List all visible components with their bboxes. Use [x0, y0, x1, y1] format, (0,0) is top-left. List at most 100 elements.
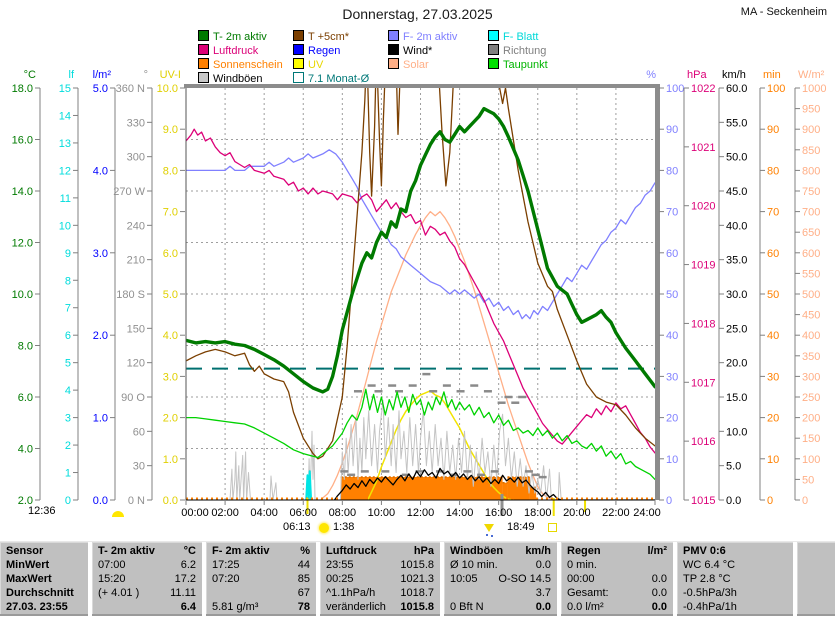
svg-text:55.0: 55.0	[726, 117, 747, 129]
table-row: 00:00 0.0	[567, 573, 667, 585]
svg-text:%: %	[646, 69, 656, 81]
legend-swatch-icon	[388, 44, 399, 55]
legend-swatch-icon	[488, 44, 499, 55]
svg-text:00:00: 00:00	[181, 507, 209, 519]
table-col-windb-en: Windböen km/h Ø 10 min. 0.0 10:05 O-SO 14.5 3.…	[444, 542, 557, 614]
svg-text:02:00: 02:00	[211, 507, 239, 519]
svg-text:2: 2	[65, 440, 71, 452]
legend-swatch-icon	[198, 30, 209, 41]
table-row: Regen l/m²	[567, 545, 667, 557]
svg-text:10.0: 10.0	[726, 426, 747, 438]
legend-swatch-icon	[388, 58, 399, 69]
svg-text:8: 8	[65, 275, 71, 287]
legend-label: Regen	[308, 45, 341, 57]
svg-text:7.0: 7.0	[163, 207, 178, 219]
svg-text:1021: 1021	[691, 142, 715, 154]
sunrise-time-label: 06:13	[283, 521, 311, 533]
svg-text:22:00: 22:00	[602, 507, 630, 519]
table-row: 67	[297, 587, 310, 599]
svg-text:50: 50	[666, 289, 678, 301]
svg-text:4.0: 4.0	[163, 330, 178, 342]
svg-text:240: 240	[127, 220, 145, 232]
table-row: 3.7	[535, 587, 551, 599]
legend-item-richtung: Richtung	[488, 44, 547, 57]
table-col-luftdruck: Luftdruck hPa 23:55 1015.8 00:25 1021.3 ^1.1hP…	[320, 542, 440, 614]
svg-text:210: 210	[127, 255, 145, 267]
table-row: 6.4	[180, 601, 196, 613]
svg-text:6.0: 6.0	[18, 392, 33, 404]
table-row: MaxWert	[6, 573, 52, 585]
svg-text:10.0: 10.0	[12, 289, 33, 301]
series-richtung	[340, 372, 547, 479]
x-axis: 00:00 02:00 04:00 06:00 08:00 10:00 12:00 14:00…	[181, 500, 661, 519]
weather-chart: °C18.016.014.012.010.08.06.04.02.0lf1514…	[12, 69, 827, 519]
svg-text:10:00: 10:00	[368, 507, 396, 519]
svg-text:30.0: 30.0	[726, 289, 747, 301]
axis-right-kmh: km/h 60.0 55.0 50.0 45.0 40.0 35.0 30.0 25.0 20.0…	[718, 69, 747, 507]
legend-label: Richtung	[503, 45, 547, 57]
svg-text:10.0: 10.0	[157, 83, 178, 95]
svg-text:UV-I: UV-I	[160, 69, 181, 81]
square-outline-icon	[548, 523, 557, 532]
svg-text:500: 500	[802, 289, 820, 301]
svg-text:1016: 1016	[691, 436, 715, 448]
svg-text:10: 10	[767, 454, 779, 466]
svg-text:180 S: 180 S	[116, 289, 145, 301]
svg-text:9.0: 9.0	[163, 124, 178, 136]
legend-swatch-icon	[488, 58, 499, 69]
series-f2m	[186, 149, 655, 320]
legend-item-uv: UV	[293, 58, 323, 71]
table-col-f-2m-aktiv: F- 2m aktiv% 17:25 44 07:20 85 67 5.81 g/m³ 78	[206, 542, 316, 614]
svg-text:250: 250	[802, 392, 820, 404]
svg-text:120: 120	[127, 358, 145, 370]
plot-series	[186, 88, 655, 500]
svg-text:l/m²: l/m²	[93, 69, 112, 81]
svg-text:700: 700	[802, 207, 820, 219]
legend-label: Taupunkt	[503, 59, 548, 71]
legend-label: Luftdruck	[213, 45, 259, 57]
svg-text:14:00: 14:00	[446, 507, 474, 519]
series-windboeen	[229, 399, 562, 500]
legend-label: F- Blatt	[503, 31, 539, 43]
page-title: Donnerstag, 27.03.2025	[342, 6, 493, 22]
svg-text:850: 850	[802, 145, 820, 157]
svg-text:2.0: 2.0	[163, 413, 178, 425]
svg-text:06:00: 06:00	[289, 507, 317, 519]
legend-item-7-1-monat-: 7.1 Monat-Ø	[293, 72, 370, 85]
legend-swatch-icon	[293, 30, 304, 41]
svg-text:11: 11	[60, 193, 71, 205]
svg-text:0: 0	[666, 495, 672, 507]
svg-text:3.0: 3.0	[93, 248, 108, 260]
svg-text:300: 300	[802, 371, 820, 383]
legend-swatch-icon	[488, 30, 499, 41]
legend-label: Wind*	[403, 45, 433, 57]
legend-swatch-icon	[198, 44, 209, 55]
svg-text:2.0: 2.0	[18, 495, 33, 507]
svg-text:60: 60	[767, 248, 779, 260]
table-row: 00:25 1021.3	[326, 573, 434, 585]
table-row: MinWert	[6, 559, 50, 571]
svg-text:5.0: 5.0	[93, 83, 108, 95]
table-row: Ø 10 min. 0.0	[450, 559, 551, 571]
svg-text:360 N: 360 N	[116, 83, 145, 95]
table-row: veränderlich 1015.8	[326, 601, 434, 613]
legend-item-taupunkt: Taupunkt	[488, 58, 548, 71]
table-row: 17:25 44	[212, 559, 310, 571]
svg-text:0: 0	[802, 495, 808, 507]
svg-text:350: 350	[802, 351, 820, 363]
svg-text:5.0: 5.0	[163, 289, 178, 301]
svg-text:0: 0	[767, 495, 773, 507]
svg-text:4: 4	[65, 385, 71, 397]
axis-left-uvi: UV-I 10.0 9.0 8.0 7.0 6.0 5.0 4.0 3.0 2.0 1.0 0.0	[157, 69, 185, 507]
legend-label: 7.1 Monat-Ø	[308, 73, 370, 85]
svg-text:100: 100	[802, 454, 820, 466]
svg-text:1018: 1018	[691, 318, 715, 330]
svg-text:800: 800	[802, 165, 820, 177]
svg-text:hPa: hPa	[687, 69, 707, 81]
table-col-regen: Regen l/m² 0 min. 00:00 0.0 Gesamt: 0.0 0.0 l/m…	[561, 542, 673, 614]
svg-text:330: 330	[127, 117, 145, 129]
legend-swatch-icon	[293, 72, 304, 83]
svg-text:25.0: 25.0	[726, 323, 747, 335]
